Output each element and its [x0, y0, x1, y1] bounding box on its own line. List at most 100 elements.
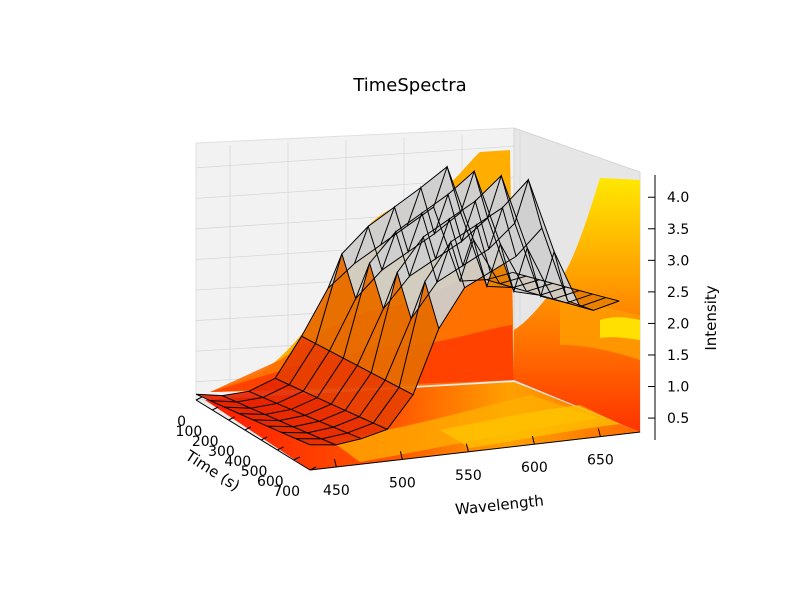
time-tick-mark	[212, 406, 219, 411]
time-tick-label: 600	[257, 474, 284, 490]
intensity-tick-label: 2.5	[667, 285, 689, 301]
surface-facet	[385, 281, 425, 388]
chart-title: TimeSpectra	[352, 75, 466, 96]
wire-line-wavelength	[486, 279, 594, 311]
wire-line-wavelength	[433, 165, 543, 229]
surface-facet	[359, 380, 400, 424]
surface-facet	[250, 403, 292, 415]
intensity-tick-label: 3.5	[667, 222, 689, 238]
surface-facet	[579, 297, 620, 311]
surface-facet	[307, 427, 348, 439]
intensity-tick-label: 2.0	[667, 316, 689, 332]
intensity-tick-label: 0.5	[667, 411, 689, 427]
wavelength-tick-mark	[531, 436, 535, 445]
time-tick-label: 0	[177, 414, 186, 430]
surface-facet	[303, 350, 344, 398]
surface-facet	[291, 397, 332, 416]
time-tick-mark	[228, 416, 235, 421]
wireframe	[195, 165, 620, 446]
time-tick-label: 100	[176, 424, 203, 440]
floor-contour-band-2	[440, 405, 620, 448]
time-tick-label: 700	[273, 484, 300, 500]
time-axis-line	[195, 399, 311, 471]
surface-facet	[502, 179, 542, 257]
wire-line-wavelength	[248, 390, 362, 440]
wavelength-tick-mark	[399, 451, 403, 460]
surface-facet	[196, 394, 237, 402]
surface-facet	[345, 372, 386, 417]
wavelength-tick-label: 600	[521, 460, 548, 476]
surface-facet	[236, 397, 277, 409]
intensity-tick-label: 1.0	[667, 380, 689, 396]
time-tick-label: 200	[192, 434, 219, 450]
surface-facet	[222, 391, 263, 402]
surface-facet	[450, 224, 491, 288]
surface-facet	[238, 413, 280, 421]
surface-facet	[295, 438, 336, 445]
gridline-z	[195, 145, 515, 169]
wire-line-wavelength	[512, 271, 620, 302]
wire-line-wavelength	[380, 205, 491, 273]
surface-facet	[275, 336, 316, 385]
time-tick-label: 300	[208, 444, 235, 460]
surface-facet	[369, 231, 410, 309]
surface-facet	[329, 263, 370, 359]
time-tick-mark	[277, 446, 284, 451]
time-tick-label: 400	[224, 454, 251, 470]
time-tick-mark	[260, 436, 268, 441]
surface-facet	[373, 387, 414, 430]
surface-facet	[293, 421, 334, 433]
surface-facet	[319, 410, 360, 428]
wavelength-axis-line	[309, 431, 641, 471]
time-tick-mark	[309, 466, 317, 471]
surface-facet	[248, 378, 290, 398]
wavelength-axis-label: Wavelength	[454, 491, 544, 518]
surface-facet	[317, 358, 358, 405]
surface-facet	[476, 207, 517, 273]
time-tick-mark	[293, 456, 300, 461]
surface-facet	[321, 432, 362, 445]
surface-facet	[253, 419, 294, 427]
surface-facet	[343, 263, 384, 366]
surface-facet	[301, 253, 342, 344]
wavelength-tick-label: 450	[323, 483, 350, 499]
wire-line-wavelength	[327, 252, 440, 329]
wavelength-tick-mark	[333, 458, 337, 468]
axis-lines	[195, 175, 656, 471]
surface-facet	[289, 343, 330, 392]
surface-facet	[333, 416, 374, 433]
surface-facet	[210, 400, 251, 409]
surface-facet	[331, 365, 372, 411]
surface-facet	[424, 241, 465, 329]
intensity-axis-label: Intensity	[702, 285, 720, 350]
surface-facet	[264, 409, 306, 421]
time-tick-mark	[195, 396, 203, 401]
surface-facet	[305, 404, 346, 422]
surface-facet	[276, 391, 318, 410]
surface-facet	[399, 281, 439, 395]
wavelength-tick-mark	[465, 443, 469, 452]
wire-line-wavelength	[274, 377, 388, 430]
surface-facet	[371, 272, 412, 381]
intensity-tick-label: 3.0	[667, 253, 689, 269]
surface-facet	[347, 423, 388, 439]
wavelength-tick-label: 650	[587, 453, 614, 469]
wavelength-tick-label: 500	[389, 475, 416, 491]
intensity-tick-label: 1.5	[667, 348, 689, 364]
wire-line-wavelength	[406, 185, 517, 257]
surface-facet	[528, 179, 568, 301]
wire-line-wavelength	[301, 335, 414, 396]
wire-line-wavelength	[459, 238, 569, 301]
time-tick-label: 500	[241, 464, 268, 480]
surface-facet	[554, 251, 594, 311]
surface-facet	[315, 253, 356, 351]
intensity-tick-label: 4.0	[667, 190, 689, 206]
surface-facet	[224, 407, 265, 415]
surface-facet	[262, 384, 304, 404]
time-tick-mark	[244, 426, 252, 431]
wavelength-tick-mark	[597, 428, 601, 437]
wire-line-wavelength	[195, 393, 311, 446]
